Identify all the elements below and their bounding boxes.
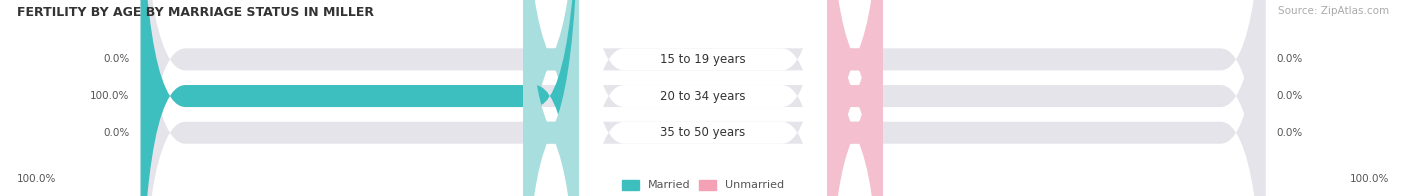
Text: Source: ZipAtlas.com: Source: ZipAtlas.com (1278, 6, 1389, 16)
FancyBboxPatch shape (579, 0, 827, 196)
FancyBboxPatch shape (141, 0, 1265, 196)
Text: 35 to 50 years: 35 to 50 years (661, 126, 745, 139)
Legend: Married, Unmarried: Married, Unmarried (621, 180, 785, 191)
FancyBboxPatch shape (827, 0, 883, 196)
FancyBboxPatch shape (141, 0, 579, 196)
Text: 15 to 19 years: 15 to 19 years (661, 53, 745, 66)
Text: 0.0%: 0.0% (103, 54, 129, 64)
FancyBboxPatch shape (827, 0, 883, 196)
Text: 100.0%: 100.0% (17, 174, 56, 184)
Text: 100.0%: 100.0% (1350, 174, 1389, 184)
Text: 0.0%: 0.0% (103, 128, 129, 138)
FancyBboxPatch shape (141, 0, 1265, 196)
FancyBboxPatch shape (579, 0, 827, 196)
FancyBboxPatch shape (141, 0, 1265, 196)
FancyBboxPatch shape (579, 0, 827, 196)
Text: 0.0%: 0.0% (1277, 128, 1303, 138)
Text: 100.0%: 100.0% (90, 91, 129, 101)
Text: 0.0%: 0.0% (1277, 91, 1303, 101)
FancyBboxPatch shape (523, 0, 579, 196)
FancyBboxPatch shape (523, 0, 579, 196)
Text: FERTILITY BY AGE BY MARRIAGE STATUS IN MILLER: FERTILITY BY AGE BY MARRIAGE STATUS IN M… (17, 6, 374, 19)
FancyBboxPatch shape (827, 0, 883, 196)
Text: 20 to 34 years: 20 to 34 years (661, 90, 745, 103)
Text: 0.0%: 0.0% (1277, 54, 1303, 64)
